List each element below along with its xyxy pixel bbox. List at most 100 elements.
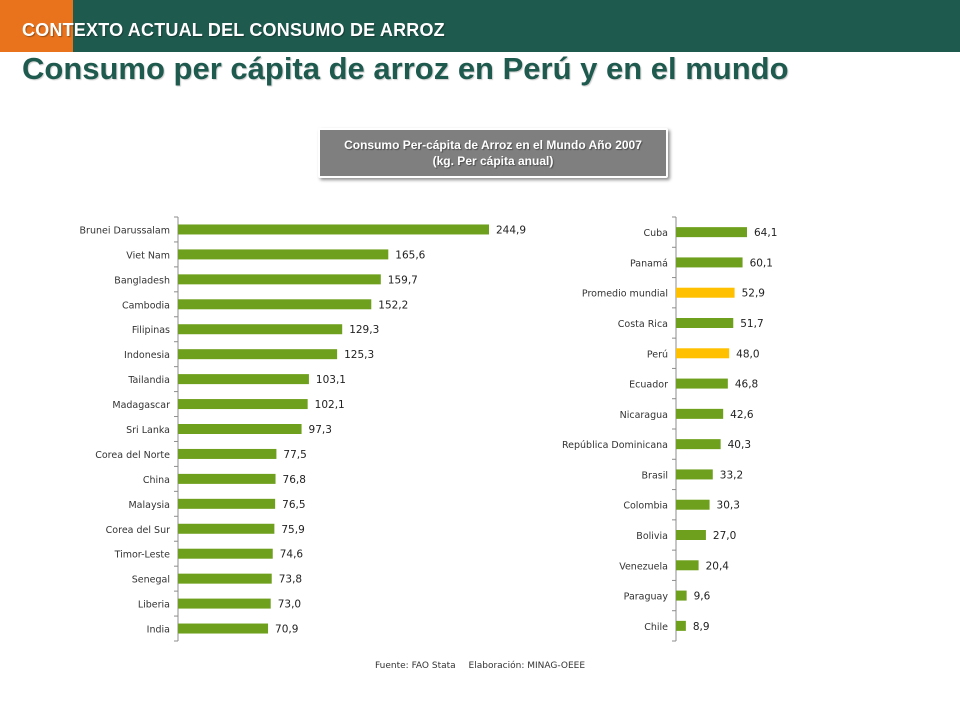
- bar-indonesia: [178, 349, 338, 360]
- chart-title-box: Consumo Per-cápita de Arroz en el Mundo …: [318, 128, 668, 178]
- value-label: 70,9: [275, 624, 298, 636]
- category-label: Cambodia: [122, 300, 170, 311]
- bar-costa-rica: [676, 318, 734, 328]
- value-label: 244,9: [496, 224, 526, 236]
- bar-tailandia: [178, 374, 309, 385]
- bar-chile: [676, 620, 686, 631]
- category-label: Perú: [647, 349, 668, 360]
- category-label: República Dominicana: [562, 440, 668, 451]
- category-label: Malaysia: [128, 500, 170, 511]
- value-label: 77,5: [283, 449, 306, 461]
- value-label: 97,3: [309, 424, 332, 436]
- category-label: Madagascar: [112, 400, 170, 411]
- bar-bolivia: [676, 530, 706, 540]
- value-label: 103,1: [316, 374, 346, 386]
- value-label: 60,1: [750, 257, 773, 269]
- value-label: 48,0: [736, 348, 759, 360]
- bar-colombia: [676, 499, 710, 510]
- value-label: 8,9: [693, 621, 710, 633]
- category-label: India: [147, 625, 170, 636]
- bar-filipinas: [178, 324, 343, 335]
- value-label: 129,3: [349, 324, 379, 336]
- bar-brasil: [676, 469, 713, 480]
- value-label: 75,9: [281, 524, 304, 536]
- category-label: Timor-Leste: [114, 550, 171, 561]
- value-label: 159,7: [388, 274, 418, 286]
- header-accent-block: [0, 0, 73, 52]
- category-label: Costa Rica: [618, 319, 668, 330]
- bar-paraguay: [676, 590, 687, 601]
- value-label: 76,5: [282, 499, 305, 511]
- bar-cuba: [676, 227, 747, 238]
- category-label: Cuba: [643, 228, 668, 239]
- value-label: 52,9: [742, 288, 765, 300]
- category-label: Colombia: [623, 501, 668, 512]
- value-label: 165,6: [395, 249, 425, 261]
- bar-per-: [676, 348, 730, 359]
- bar-sri-lanka: [178, 424, 302, 434]
- value-label: 152,2: [378, 299, 408, 311]
- bar-ecuador: [676, 378, 728, 389]
- header-bar: [0, 0, 960, 52]
- bar-nicaragua: [676, 408, 724, 419]
- category-label: Sri Lanka: [126, 425, 170, 436]
- bar-senegal: [178, 573, 272, 584]
- bar-corea-del-sur: [178, 523, 275, 534]
- category-label: Brasil: [642, 470, 668, 481]
- bar-viet-nam: [178, 249, 389, 260]
- chart-title-line2: (kg. Per cápita anual): [432, 154, 554, 168]
- value-label: 33,2: [720, 469, 743, 481]
- category-label: Bangladesh: [114, 275, 170, 286]
- value-label: 20,4: [706, 560, 730, 572]
- value-label: 125,3: [344, 349, 374, 361]
- category-label: Venezuela: [619, 561, 668, 572]
- category-label: Viet Nam: [126, 250, 170, 261]
- bar-cambodia: [178, 299, 372, 310]
- chart-title-line1: Consumo Per-cápita de Arroz en el Mundo …: [344, 138, 642, 152]
- category-label: China: [143, 475, 170, 486]
- bar-malaysia: [178, 498, 276, 509]
- value-label: 74,6: [280, 549, 304, 561]
- bar-rep-blica-dominicana: [676, 439, 721, 450]
- category-label: Nicaragua: [620, 410, 668, 421]
- section-title: CONTEXTO ACTUAL DEL CONSUMO DE ARROZ: [22, 20, 445, 40]
- page-title: Consumo per cápita de arroz en Perú y en…: [22, 51, 789, 86]
- value-label: 51,7: [740, 318, 763, 330]
- bar-bangladesh: [178, 274, 381, 285]
- value-label: 73,0: [278, 599, 301, 611]
- category-label: Brunei Darussalam: [80, 225, 170, 236]
- category-label: Ecuador: [629, 380, 668, 391]
- bar-venezuela: [676, 560, 699, 571]
- category-label: Filipinas: [132, 325, 170, 336]
- category-label: Paraguay: [624, 592, 669, 603]
- category-label: Bolivia: [636, 531, 668, 542]
- bar-china: [178, 473, 276, 484]
- category-label: Tailandia: [127, 375, 170, 386]
- value-label: 27,0: [713, 530, 736, 542]
- category-label: Corea del Sur: [106, 525, 170, 536]
- category-label: Chile: [644, 622, 668, 633]
- value-label: 30,3: [717, 500, 740, 512]
- bar-liberia: [178, 598, 271, 609]
- category-label: Liberia: [138, 600, 170, 611]
- bar-timor-leste: [178, 548, 273, 559]
- chart-1: Brunei Darussalam 244,9 Viet Nam 165,6 Bangl…: [80, 216, 526, 642]
- source-note: Fuente: FAO Stata: [374, 661, 456, 671]
- value-label: 73,8: [279, 574, 302, 586]
- value-label: 42,6: [730, 409, 754, 421]
- elaboration-note: Elaboración: MINAG-OEEE: [468, 661, 586, 671]
- value-label: 64,1: [754, 227, 777, 239]
- value-label: 9,6: [694, 591, 711, 603]
- bar-brunei-darussalam: [178, 224, 489, 235]
- bar-panam-: [676, 257, 743, 268]
- value-label: 102,1: [315, 399, 345, 411]
- bar-madagascar: [178, 399, 308, 410]
- category-label: Senegal: [132, 575, 170, 586]
- footer: Fuente: FAO Stata Elaboración: MINAG-OEE…: [0, 661, 960, 671]
- value-label: 76,8: [283, 474, 306, 486]
- category-label: Corea del Norte: [95, 450, 170, 461]
- chart-2: Cuba 64,1 Panamá 60,1 Promedio mundial 52,9 Co…: [562, 216, 777, 642]
- bar-india: [178, 623, 269, 634]
- category-label: Promedio mundial: [582, 289, 668, 300]
